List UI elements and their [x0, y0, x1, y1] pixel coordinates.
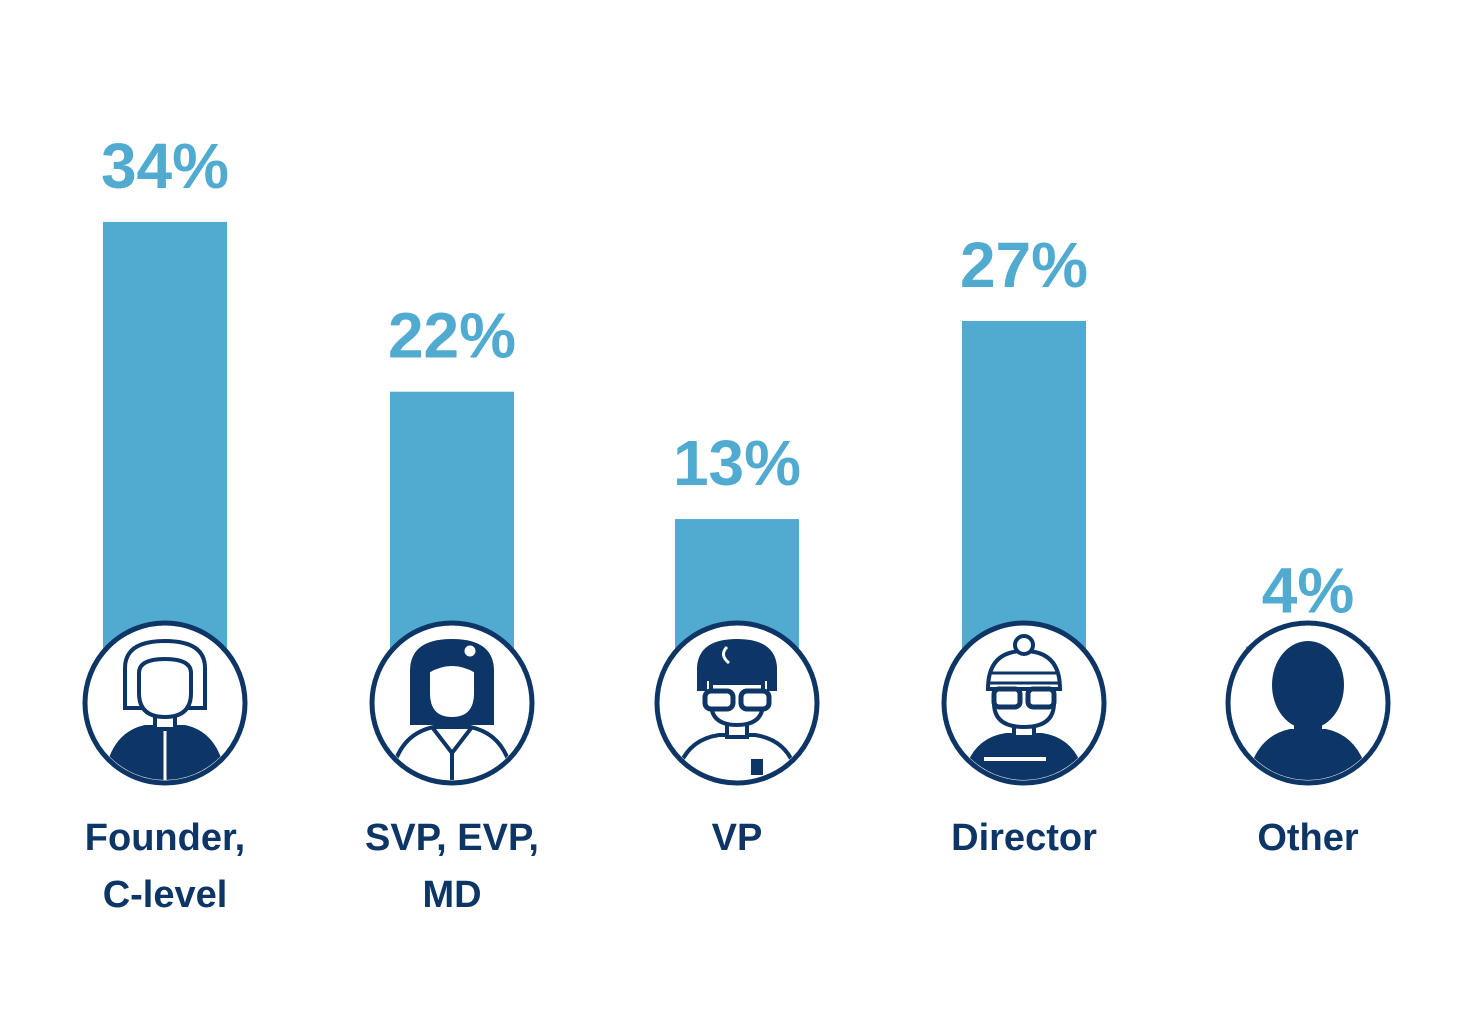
vp-avatar-icon [654, 620, 820, 786]
category-label-1-line-1: Founder, [85, 817, 245, 859]
director-avatar-icon [941, 620, 1107, 786]
data-label-2: 22% [388, 300, 516, 372]
data-label-3: 13% [673, 427, 801, 499]
founder-avatar-icon [82, 620, 248, 786]
category-labels-layer: Founder, C-level SVP, EVP, MD VP Director Othe… [85, 817, 1359, 916]
category-label-4-line-1: Director [951, 817, 1097, 859]
data-label-5: 4% [1262, 554, 1355, 626]
category-label-2-line-2: MD [422, 874, 481, 916]
other-avatar-icon [1225, 620, 1391, 786]
data-label-1: 34% [101, 130, 229, 202]
category-label-5-line-1: Other [1257, 817, 1359, 859]
value-labels-layer: 34% 22% 13% 27% 4% [101, 130, 1354, 627]
category-label-1-line-2: C-level [103, 874, 228, 916]
category-label-3-line-1: VP [712, 817, 763, 859]
data-label-4: 27% [960, 229, 1088, 301]
category-label-2-line-1: SVP, EVP, [365, 817, 539, 859]
icons-layer [82, 620, 1391, 786]
svp-avatar-icon [369, 620, 535, 786]
